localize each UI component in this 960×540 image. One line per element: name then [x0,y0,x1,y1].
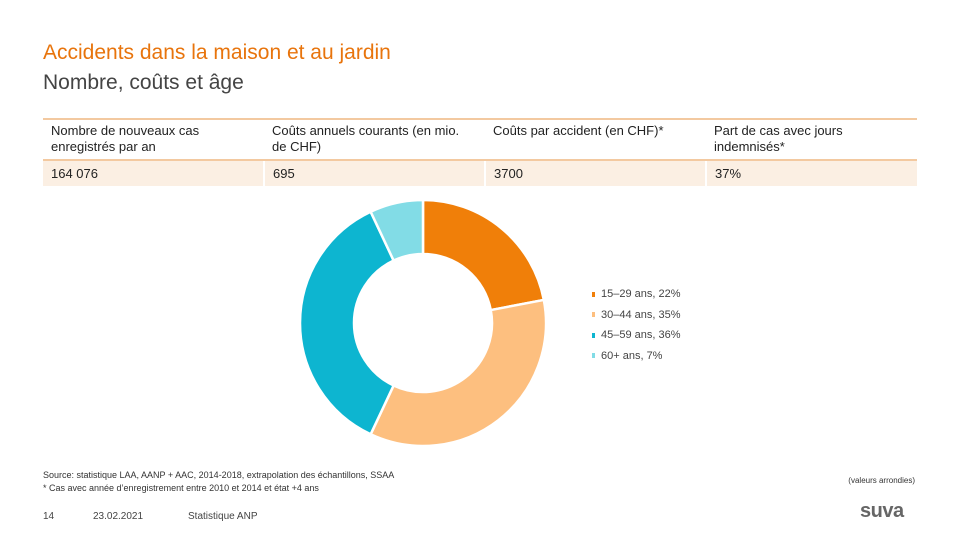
asterisk-note: * Cas avec année d’enregistrement entre … [43,483,319,493]
legend-swatch [592,291,595,297]
table-header-cell: Nombre de nouveaux cas enregistrés par a… [43,118,264,161]
legend-item: 30–44 ans, 35% [592,305,681,326]
donut-slice-3 [298,210,396,436]
legend-item: 45–59 ans, 36% [592,325,681,346]
age-donut-chart [298,198,548,448]
source-text: Source: statistique LAA, AANP + AAC, 201… [43,470,395,480]
legend-item: 60+ ans, 7% [592,346,681,367]
legend-label: 30–44 ans, 35% [601,308,681,321]
slide-title: Accidents dans la maison et au jardin [43,41,391,64]
table-cell: 37% [705,160,917,186]
donut-slice-4 [368,198,425,263]
legend-swatch [592,332,595,338]
chart-legend: 15–29 ans, 22% 30–44 ans, 35% 45–59 ans,… [592,284,681,366]
legend-label: 45–59 ans, 36% [601,329,681,342]
slide-subtitle: Nombre, coûts et âge [43,71,244,94]
table-header-cell: Part de cas avec jours indemnisés* [706,118,917,161]
table-cell: 3700 [484,160,706,186]
page-number: 14 [43,511,55,522]
table-header-cell: Coûts annuels courants (en mio. de CHF) [264,118,485,161]
footer-label: Statistique ANP [188,511,258,522]
source-note: Source: statistique LAA, AANP + AAC, 201… [43,469,394,495]
legend-label: 15–29 ans, 22% [601,288,681,301]
table-cell: 164 076 [43,160,264,186]
legend-swatch [592,312,595,318]
legend-label: 60+ ans, 7% [601,349,663,362]
donut-slice-2 [368,298,548,448]
legend-item: 15–29 ans, 22% [592,284,681,305]
table-row: 164 076 695 3700 37% [43,160,917,186]
legend-swatch [592,353,595,359]
donut-slice-1 [421,198,546,312]
table-cell: 695 [263,160,485,186]
stats-table: Nombre de nouveaux cas enregistrés par a… [43,118,917,186]
table-header-cell: Coûts par accident (en CHF)* [485,118,706,161]
rounded-values-note: (valeurs arrondies) [848,476,915,485]
table-header-row: Nombre de nouveaux cas enregistrés par a… [43,118,917,161]
footer-date: 23.02.2021 [93,511,144,522]
slide-title-block: Accidents dans la maison et au jardin No… [43,38,391,98]
suva-logo: suva [860,500,904,522]
